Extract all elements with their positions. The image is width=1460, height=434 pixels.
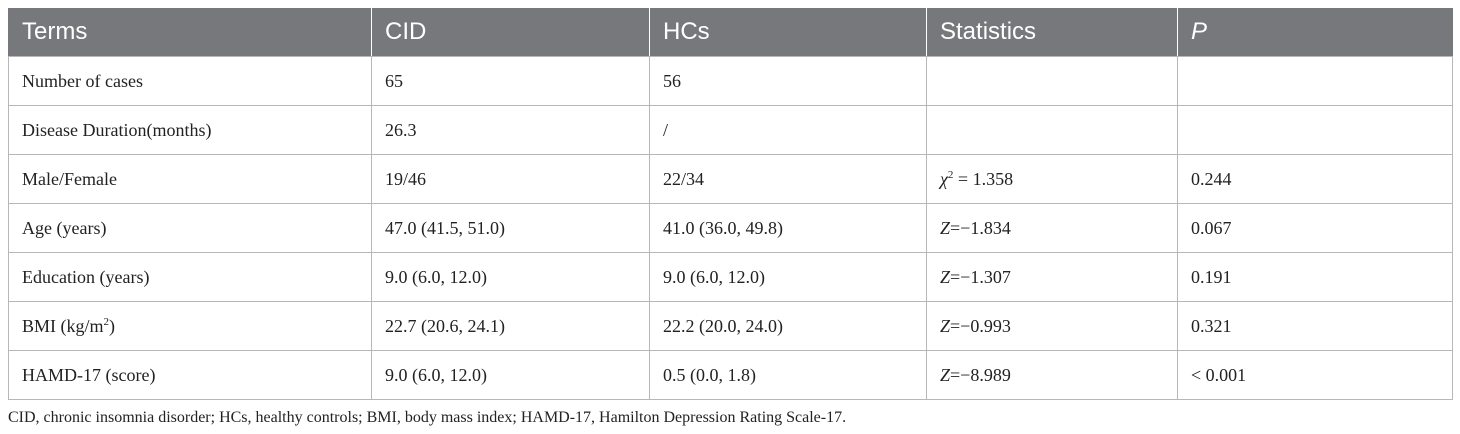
cell-statistics [926,56,1178,106]
table-row: Number of cases 65 56 [8,56,1453,106]
cell-cid: 65 [371,56,650,106]
header-row: Terms CID HCs Statistics P [8,8,1453,57]
cell-hcs: 9.0 (6.0, 12.0) [649,252,927,302]
stat-value: =−0.993 [950,315,1011,336]
cell-p [1177,56,1453,106]
stat-symbol: χ [940,168,948,189]
cell-p: 0.191 [1177,252,1453,302]
cell-cid: 19/46 [371,154,650,204]
cell-cid: 22.7 (20.6, 24.1) [371,301,650,351]
cell-term: BMI (kg/m2) [8,301,372,351]
table-container: Terms CID HCs Statistics P Number of cas… [8,8,1453,427]
cell-cid: 9.0 (6.0, 12.0) [371,350,650,400]
cell-hcs: 22/34 [649,154,927,204]
cell-term: Number of cases [8,56,372,106]
cell-term: Male/Female [8,154,372,204]
data-table: Terms CID HCs Statistics P Number of cas… [8,8,1453,400]
cell-hcs: 56 [649,56,927,106]
stat-value: =−8.989 [950,364,1011,385]
cell-cid: 26.3 [371,105,650,155]
term-superscript: 2 [103,315,110,328]
table-row: Education (years) 9.0 (6.0, 12.0) 9.0 (6… [8,252,1453,302]
cell-statistics: χ2 = 1.358 [926,154,1178,204]
cell-hcs: 41.0 (36.0, 49.8) [649,203,927,253]
cell-cid: 47.0 (41.5, 51.0) [371,203,650,253]
table-row: Age (years) 47.0 (41.5, 51.0) 41.0 (36.0… [8,203,1453,253]
table-row: Disease Duration(months) 26.3 / [8,105,1453,155]
stat-symbol: Z [940,266,951,287]
stat-value: = 1.358 [953,168,1014,189]
cell-statistics: Z=−1.834 [926,203,1178,253]
cell-term: Education (years) [8,252,372,302]
header-statistics: Statistics [926,8,1178,57]
cell-hcs: / [649,105,927,155]
cell-cid: 9.0 (6.0, 12.0) [371,252,650,302]
header-hcs: HCs [649,8,927,57]
table-row: BMI (kg/m2) 22.7 (20.6, 24.1) 22.2 (20.0… [8,301,1453,351]
cell-term: Disease Duration(months) [8,105,372,155]
cell-statistics: Z=−8.989 [926,350,1178,400]
header-terms: Terms [8,8,372,57]
cell-statistics: Z=−0.993 [926,301,1178,351]
cell-p [1177,105,1453,155]
table-footnote: CID, chronic insomnia disorder; HCs, hea… [8,409,847,426]
cell-statistics: Z=−1.307 [926,252,1178,302]
cell-p: 0.321 [1177,301,1453,351]
stat-symbol: Z [940,364,951,385]
term-text-end: ) [109,315,116,336]
cell-term: Age (years) [8,203,372,253]
cell-p: < 0.001 [1177,350,1453,400]
cell-hcs: 22.2 (20.0, 24.0) [649,301,927,351]
stat-superscript: 2 [947,168,954,181]
table-row: Male/Female 19/46 22/34 χ2 = 1.358 0.244 [8,154,1453,204]
header-cid: CID [371,8,650,57]
stat-value: =−1.307 [950,266,1011,287]
cell-p: 0.067 [1177,203,1453,253]
cell-hcs: 0.5 (0.0, 1.8) [649,350,927,400]
cell-p: 0.244 [1177,154,1453,204]
header-p: P [1177,8,1453,57]
stat-symbol: Z [940,217,951,238]
stat-value: =−1.834 [950,217,1011,238]
table-row: HAMD-17 (score) 9.0 (6.0, 12.0) 0.5 (0.0… [8,350,1453,400]
cell-statistics [926,105,1178,155]
term-text: BMI (kg/m [22,315,104,336]
stat-symbol: Z [940,315,951,336]
cell-term: HAMD-17 (score) [8,350,372,400]
